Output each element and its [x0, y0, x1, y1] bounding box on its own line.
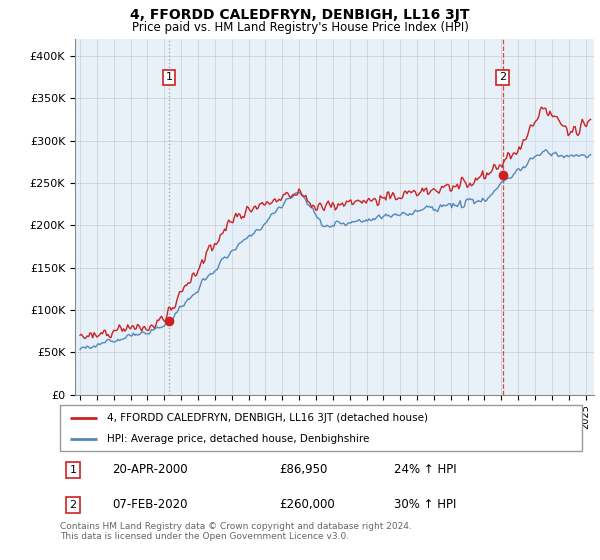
Text: 24% ↑ HPI: 24% ↑ HPI [394, 463, 457, 476]
Text: 4, FFORDD CALEDFRYN, DENBIGH, LL16 3JT: 4, FFORDD CALEDFRYN, DENBIGH, LL16 3JT [130, 8, 470, 22]
Text: Contains HM Land Registry data © Crown copyright and database right 2024.
This d: Contains HM Land Registry data © Crown c… [60, 522, 412, 542]
Text: 1: 1 [166, 72, 173, 82]
Text: 1: 1 [70, 465, 77, 475]
Text: Price paid vs. HM Land Registry's House Price Index (HPI): Price paid vs. HM Land Registry's House … [131, 21, 469, 34]
Text: 30% ↑ HPI: 30% ↑ HPI [394, 498, 457, 511]
Text: £86,950: £86,950 [279, 463, 328, 476]
Text: 4, FFORDD CALEDFRYN, DENBIGH, LL16 3JT (detached house): 4, FFORDD CALEDFRYN, DENBIGH, LL16 3JT (… [107, 413, 428, 423]
Text: 07-FEB-2020: 07-FEB-2020 [112, 498, 188, 511]
Text: 20-APR-2000: 20-APR-2000 [112, 463, 188, 476]
Text: 2: 2 [70, 500, 77, 510]
Text: £260,000: £260,000 [279, 498, 335, 511]
Text: HPI: Average price, detached house, Denbighshire: HPI: Average price, detached house, Denb… [107, 435, 370, 444]
FancyBboxPatch shape [60, 405, 582, 451]
Text: 2: 2 [499, 72, 506, 82]
